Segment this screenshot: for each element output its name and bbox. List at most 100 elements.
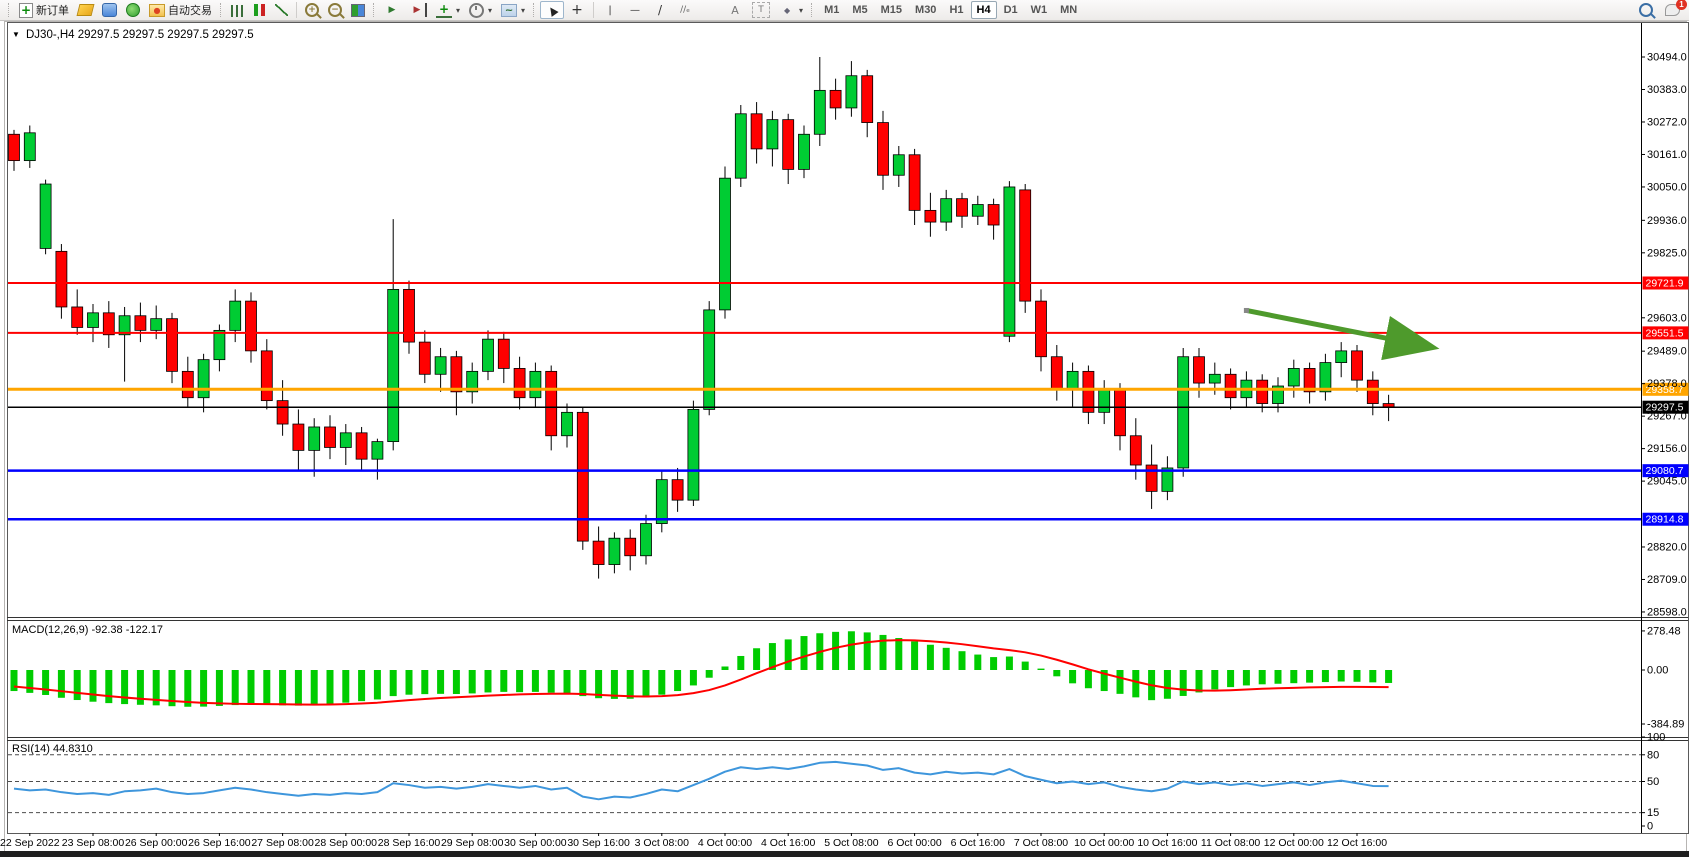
signals-button[interactable] [122,1,144,19]
svg-text:7 Oct 08:00: 7 Oct 08:00 [1014,837,1068,849]
svg-text:80: 80 [1647,749,1659,761]
periods-button[interactable]: ▾ [465,1,496,19]
timeframe-m15[interactable]: M15 [875,1,908,19]
terminal-button[interactable] [98,1,121,19]
bar-chart-button[interactable] [227,1,247,19]
line-chart-icon [275,4,288,16]
svg-text:30383.0: 30383.0 [1647,84,1687,96]
chart-shift-button[interactable] [405,1,431,19]
cursor-button[interactable] [540,1,564,19]
vertical-line-icon [602,3,618,17]
zoom-in-button[interactable] [301,1,323,19]
svg-text:6 Oct 16:00: 6 Oct 16:00 [951,837,1005,849]
chart-title: ▼ DJ30-,H4 29297.5 29297.5 29297.5 29297.… [12,29,254,41]
svg-text:30 Sep 00:00: 30 Sep 00:00 [504,837,567,849]
arrows-button[interactable]: ▾ [775,1,807,19]
text-label-icon [752,2,770,18]
timeframe-h4-label: H4 [977,4,991,16]
zoom-out-icon [328,3,342,17]
toolbar: 新订单 自动交易 ▾ ▾ ▾ ▾ M1 M5 M15 M30 H1 H4 D1 W1 MN 1 [0,0,1689,21]
templates-button[interactable]: ▾ [497,1,529,19]
chat-button[interactable]: 1 [1661,1,1684,19]
new-order-button[interactable]: 新订单 [15,1,73,19]
rsi-label: RSI(14) 44.8310 [12,743,93,755]
timeframe-mn[interactable]: MN [1054,1,1083,19]
fibonacci-icon [702,3,718,17]
timeframe-m30-label: M30 [915,4,936,16]
highlighter-icon [77,4,95,16]
search-icon [1639,3,1653,17]
cursor-icon [544,3,560,17]
toolbar-grip-4 [533,3,536,17]
svg-text:4 Oct 16:00: 4 Oct 16:00 [761,837,815,849]
svg-text:29936.0: 29936.0 [1647,215,1687,227]
chevron-down-icon[interactable]: ▾ [521,6,525,15]
svg-text:29267.0: 29267.0 [1647,411,1687,423]
tile-windows-button[interactable] [347,1,369,19]
toolbar-sep-2 [593,2,594,18]
trendline-icon [652,3,668,17]
timeframe-m5-label: M5 [852,4,867,16]
svg-text:29721.9: 29721.9 [1646,277,1684,289]
chevron-down-icon[interactable]: ▾ [456,6,460,15]
trendline-button[interactable] [648,1,672,19]
svg-text:27 Sep 08:00: 27 Sep 08:00 [251,837,314,849]
vertical-line-button[interactable] [598,1,622,19]
timeframe-m30[interactable]: M30 [909,1,942,19]
timeframe-w1[interactable]: W1 [1025,1,1054,19]
timeframe-d1[interactable]: D1 [998,1,1024,19]
svg-text:30161.0: 30161.0 [1647,149,1687,161]
text-label-button[interactable] [748,1,774,19]
fibonacci-button[interactable] [698,1,722,19]
svg-text:12 Oct 00:00: 12 Oct 00:00 [1264,837,1324,849]
template-icon [501,4,517,17]
svg-text:3 Oct 08:00: 3 Oct 08:00 [635,837,689,849]
svg-text:29825.0: 29825.0 [1647,247,1687,259]
timeframe-h4[interactable]: H4 [971,1,997,19]
arrows-icon [779,3,795,17]
auto-trading-button[interactable]: 自动交易 [145,1,216,19]
chevron-down-icon[interactable]: ▾ [799,6,803,15]
svg-text:30272.0: 30272.0 [1647,116,1687,128]
equidistant-channel-button[interactable] [673,1,697,19]
horizontal-line-button[interactable] [623,1,647,19]
timeframe-h1[interactable]: H1 [943,1,969,19]
svg-text:28 Sep 00:00: 28 Sep 00:00 [315,837,378,849]
search-button[interactable] [1635,1,1657,19]
bottom-scrollbar[interactable] [0,851,1689,857]
svg-text:-384.89: -384.89 [1647,719,1684,731]
line-chart-button[interactable] [271,1,292,19]
zoom-out-button[interactable] [324,1,346,19]
svg-text:29045.0: 29045.0 [1647,476,1687,488]
chevron-down-icon[interactable]: ▾ [488,6,492,15]
svg-text:23 Sep 08:00: 23 Sep 08:00 [62,837,125,849]
indicators-button[interactable]: ▾ [432,1,464,19]
timeframe-m1[interactable]: M1 [818,1,845,19]
auto-scroll-button[interactable] [380,1,404,19]
svg-text:29378.0: 29378.0 [1647,378,1687,390]
svg-text:278.48: 278.48 [1647,625,1681,637]
toolbar-grip-3 [373,3,376,17]
text-button[interactable] [723,1,747,19]
svg-text:28598.0: 28598.0 [1647,606,1687,618]
trend-arrow-anchor[interactable] [1244,308,1249,313]
svg-text:29551.5: 29551.5 [1646,327,1684,339]
timeframe-w1-label: W1 [1031,4,1048,16]
mt4-application-window: 新订单 自动交易 ▾ ▾ ▾ ▾ M1 M5 M15 M30 H1 H4 D1 W1 MN 1 29721.9… [0,0,1689,857]
svg-text:28709.0: 28709.0 [1647,574,1687,586]
svg-text:22 Sep 2022: 22 Sep 2022 [0,837,60,849]
chart-shift-icon [409,3,427,17]
candlestick-chart-button[interactable] [248,1,270,19]
timeframe-m15-label: M15 [881,4,902,16]
text-icon [727,3,743,17]
crosshair-icon [569,3,585,17]
terminal-window-icon [102,3,117,17]
chart-canvas[interactable]: 29721.929551.529358.729297.529080.728914… [0,0,1689,857]
svg-text:28820.0: 28820.0 [1647,541,1687,553]
timeframe-m5[interactable]: M5 [846,1,873,19]
svg-text:50: 50 [1647,776,1659,788]
broadcast-icon [126,3,140,17]
highlight-button[interactable] [74,1,97,19]
svg-text:0.00: 0.00 [1647,665,1668,677]
crosshair-button[interactable] [565,1,589,19]
